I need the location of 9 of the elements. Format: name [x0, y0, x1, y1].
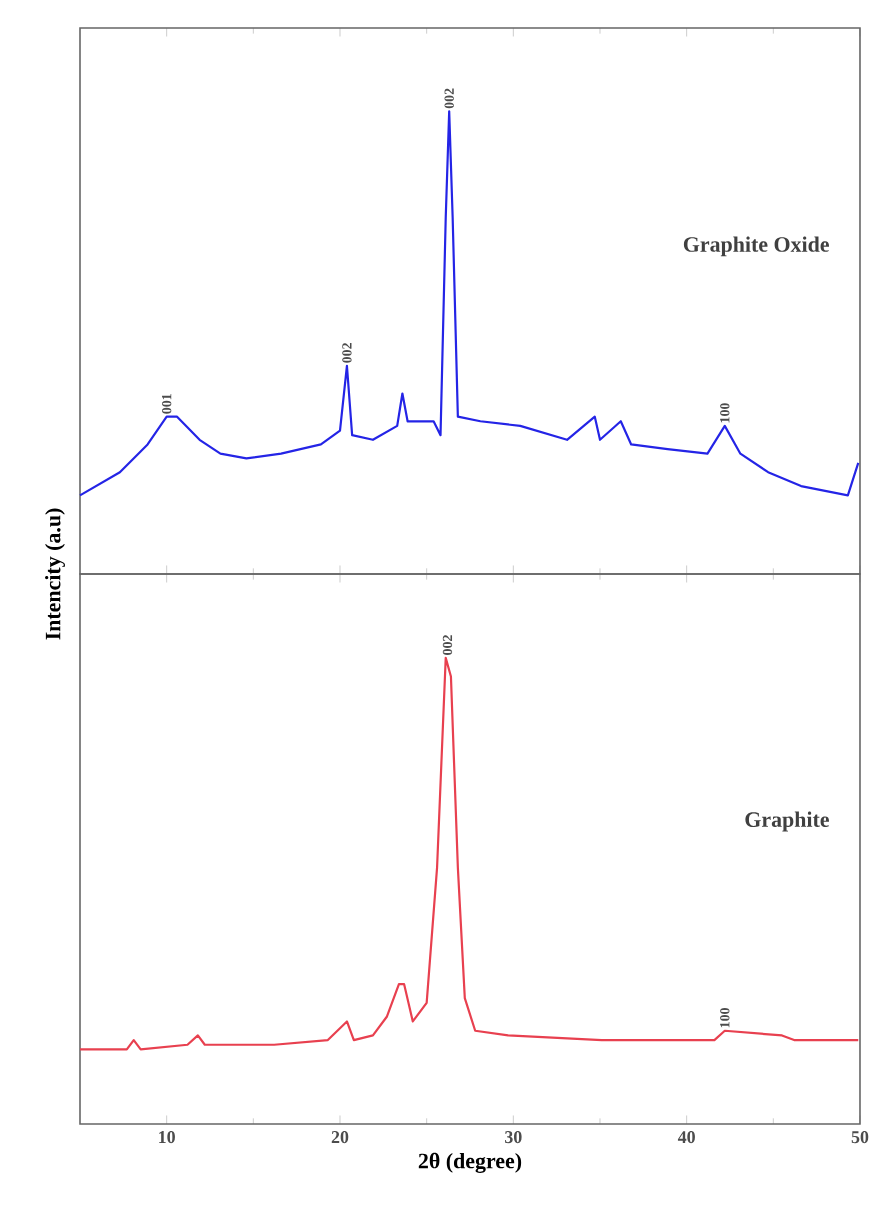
x-tick-label: 20 — [331, 1131, 349, 1144]
x-tick-label: 10 — [159, 1131, 175, 1144]
x-tick-label: 40 — [677, 1131, 695, 1144]
x-tick-label: 50 — [851, 1131, 869, 1144]
x-tick-label: 30 — [505, 1131, 522, 1144]
y-axis-title: Intencity (a.u) — [45, 508, 65, 640]
text: Graphite Oxide — [683, 236, 829, 257]
x-axis-title: 2θ (degree) — [418, 1152, 522, 1173]
text: Graphite — [745, 811, 829, 832]
